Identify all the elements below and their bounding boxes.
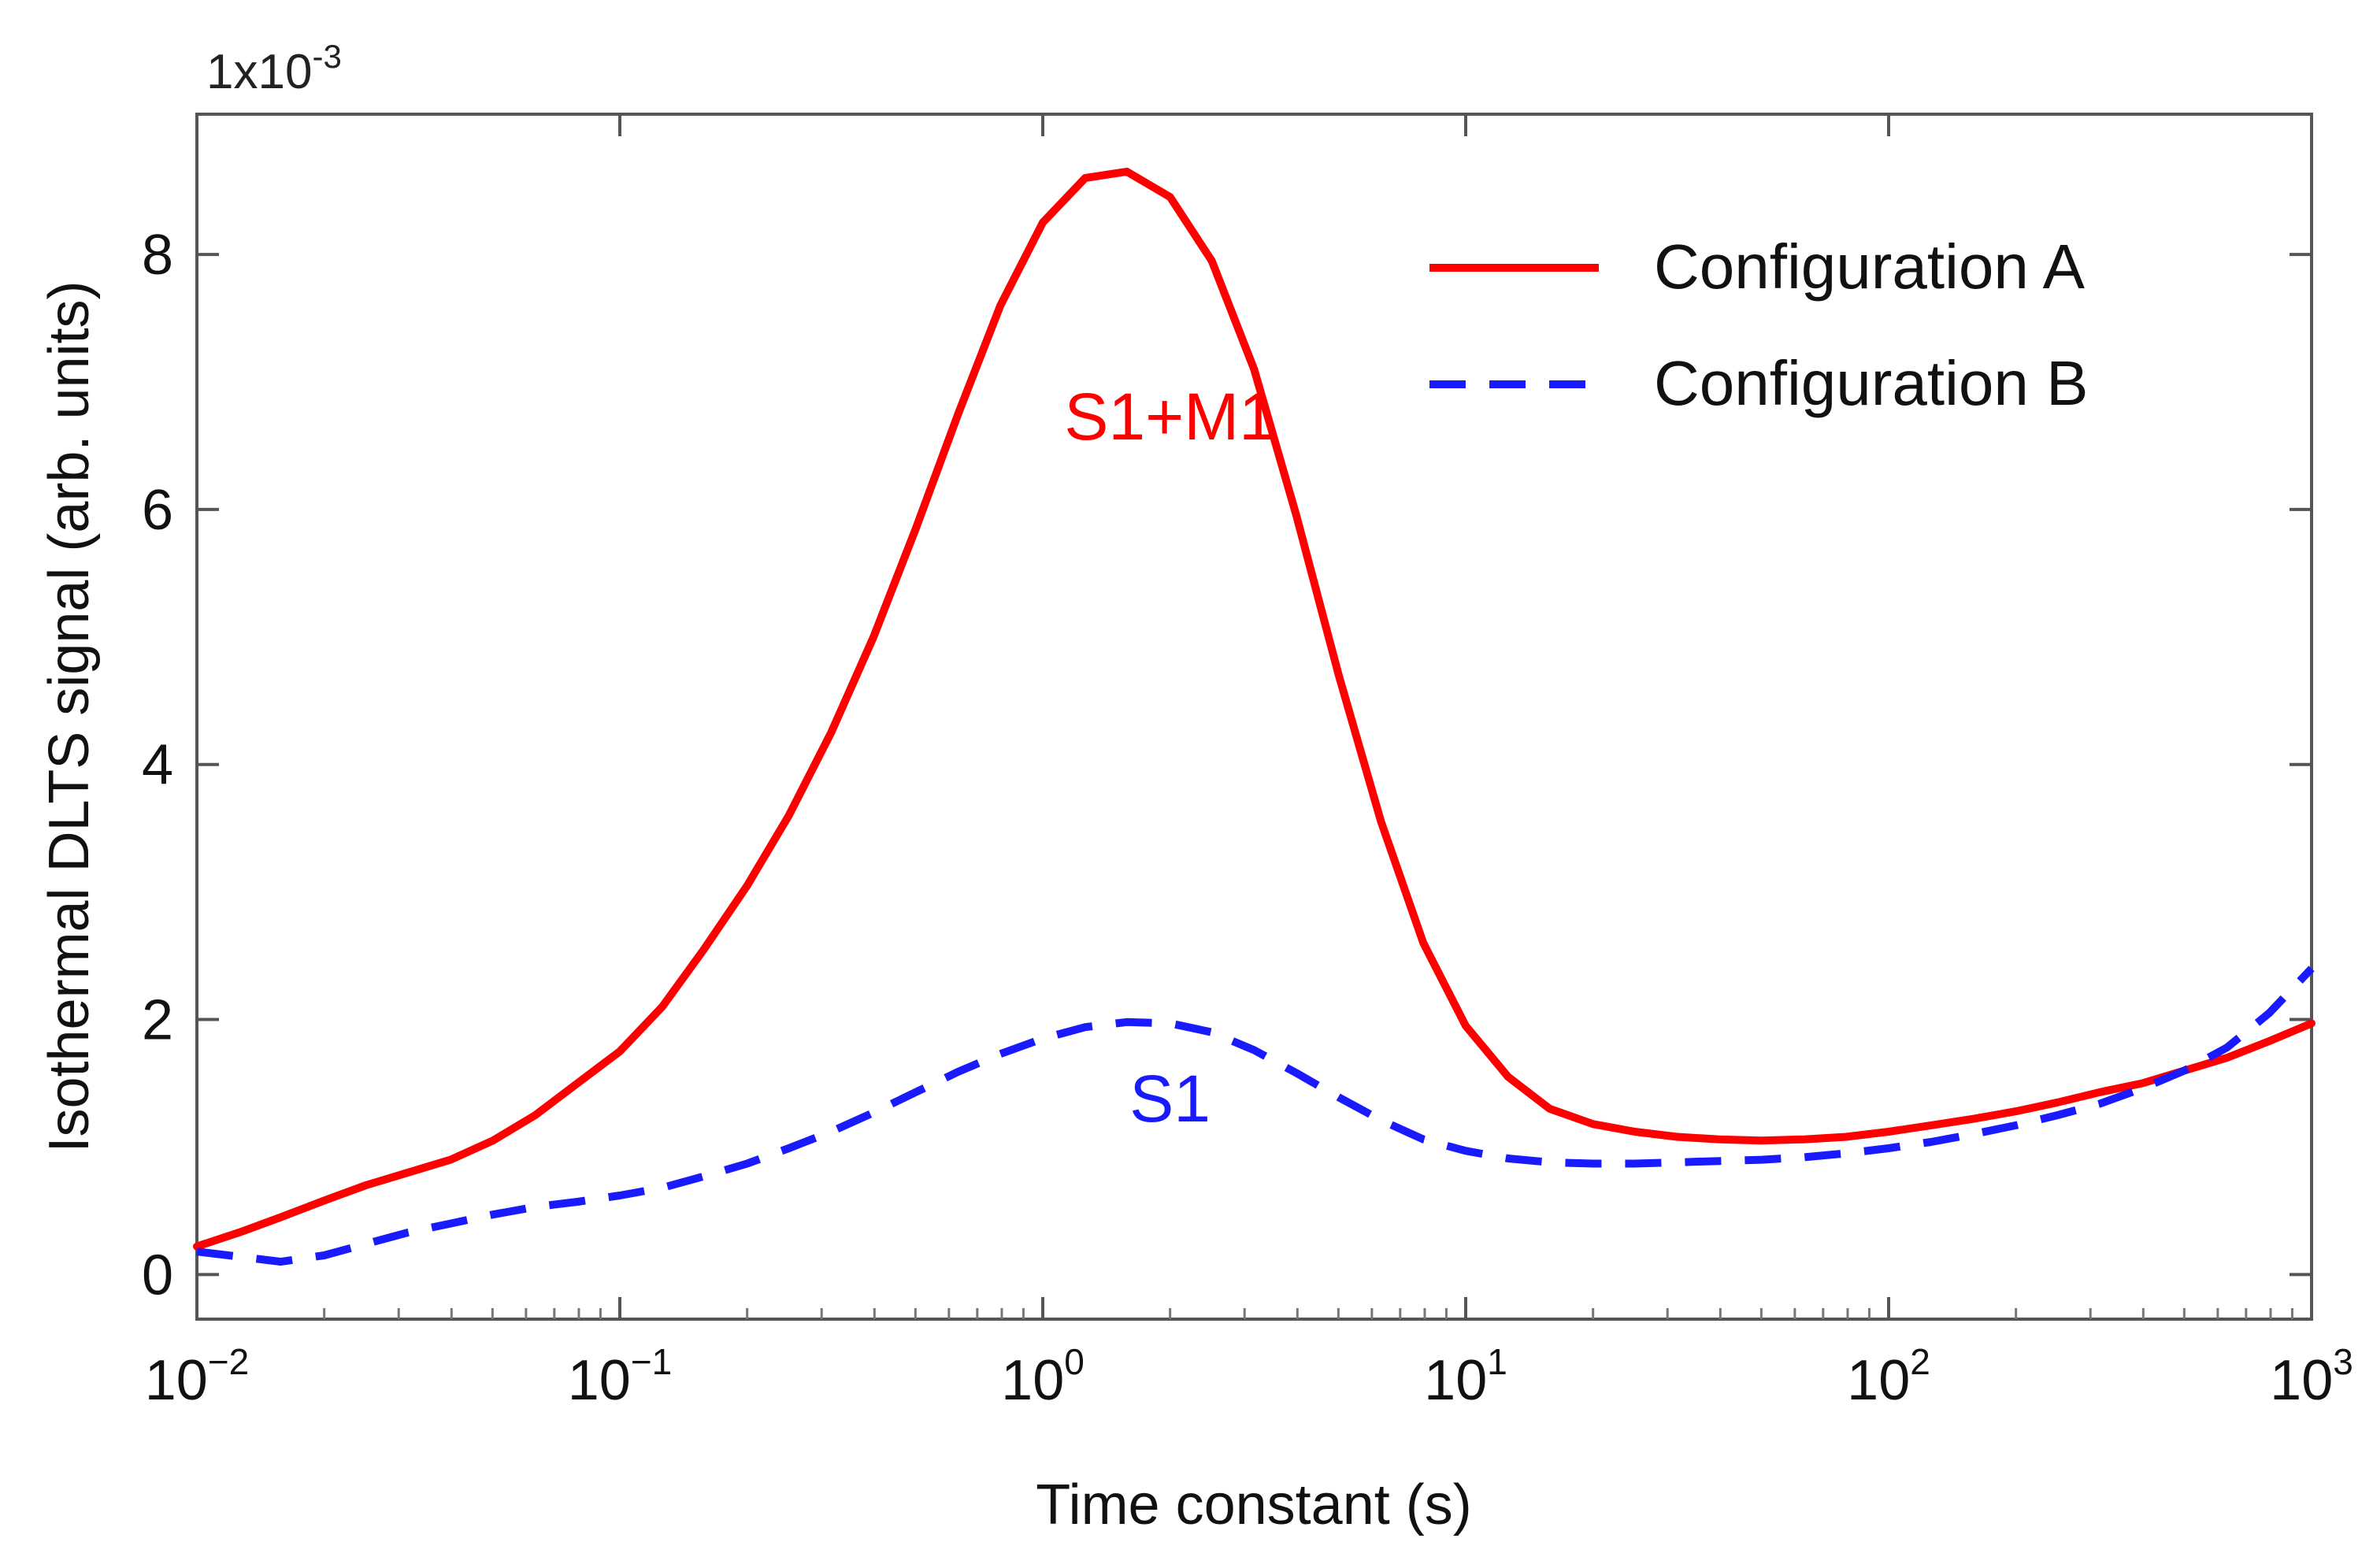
y-tick-label: 4 (142, 734, 173, 797)
series-line-configuration-b (196, 966, 2315, 1266)
y-axis-multiplier: 1x10-3 (206, 38, 342, 99)
legend-label: Configuration A (1654, 232, 2086, 302)
x-tick-label: 10−2 (145, 1341, 250, 1412)
x-tick-label: 100 (1001, 1341, 1085, 1412)
x-axis-label: Time constant (s) (1036, 1473, 1471, 1536)
y-tick-label: 2 (142, 989, 173, 1052)
axis-ticks: 10−2 10−1 100 101 102 103 0 2 4 6 8 (142, 114, 2353, 1412)
y-multiplier-base: 1x10 (206, 45, 312, 99)
plot-frame (195, 113, 2313, 1321)
annotations: S1+M1 S1 (1064, 380, 1276, 1136)
series-line-configuration-a (193, 167, 2316, 1251)
x-tick-label: 10−1 (568, 1341, 673, 1412)
y-tick-label: 8 (142, 224, 173, 287)
x-tick-label: 103 (2270, 1341, 2353, 1412)
series-lines (193, 167, 2316, 1266)
annotation-s1: S1 (1129, 1062, 1211, 1136)
legend: Configuration A Configuration B (1429, 232, 2088, 418)
x-tick-label: 102 (1847, 1341, 1930, 1412)
y-tick-label: 0 (142, 1244, 173, 1307)
y-tick-label: 6 (142, 479, 173, 542)
x-tick-label: 101 (1424, 1341, 1507, 1412)
y-axis-label: Isothermal DLTS signal (arb. units) (38, 280, 101, 1152)
y-multiplier-exponent: -3 (312, 38, 341, 75)
legend-label: Configuration B (1654, 348, 2088, 418)
annotation-s1-m1: S1+M1 (1064, 380, 1276, 454)
